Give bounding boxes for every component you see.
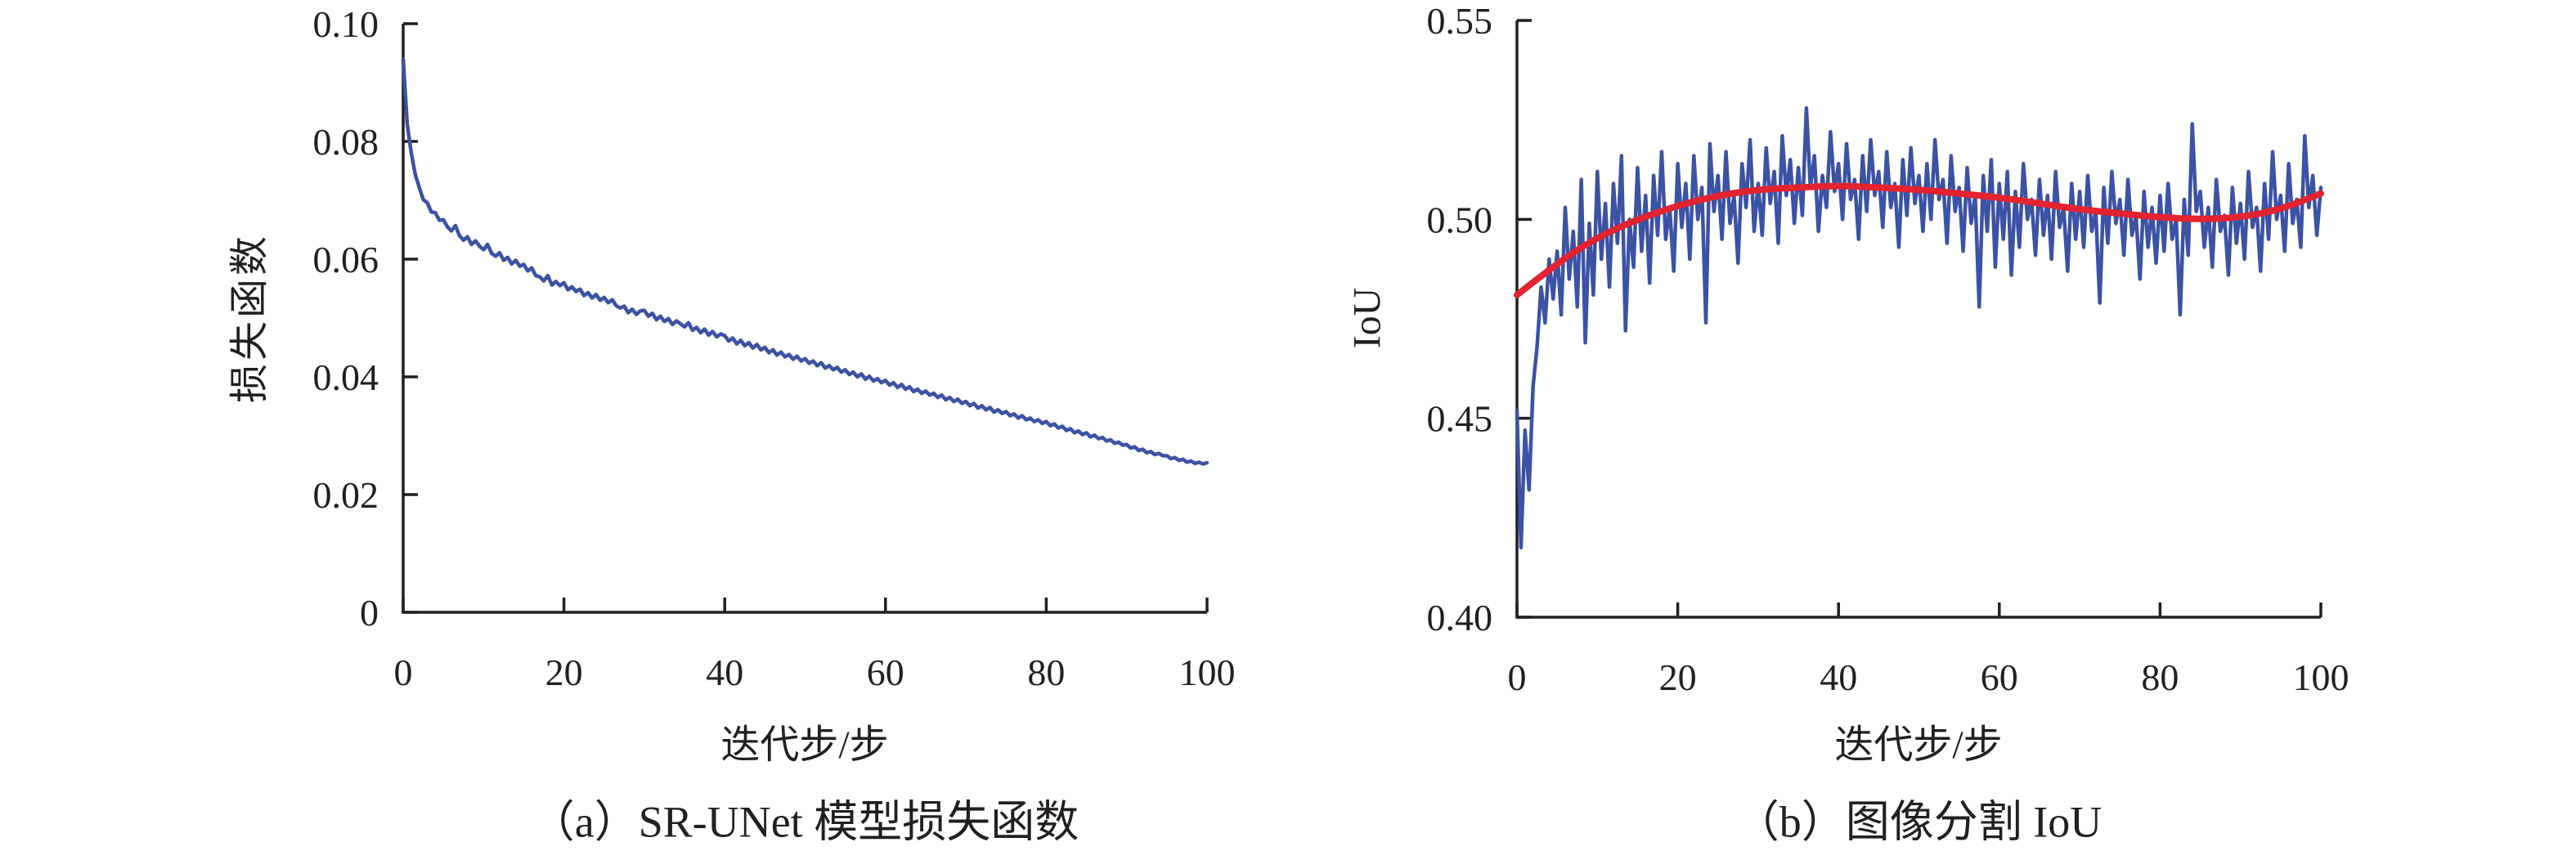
- axis-spines: [1515, 20, 2321, 619]
- y-tick-label: 0.45: [1427, 398, 1493, 440]
- y-tick-label: 0.55: [1427, 0, 1493, 42]
- iou-x-axis-title: 迭代步/步: [1834, 723, 2003, 767]
- axis-spines: [402, 24, 1207, 614]
- y-tick-label: 0.08: [313, 121, 379, 163]
- y-tick-label: 0.50: [1427, 199, 1493, 240]
- x-tick-label: 40: [706, 652, 743, 693]
- iou-chart-caption: （b）图像分割 IoU: [1735, 797, 2103, 847]
- loss-chart-caption: （a）SR-UNet 模型损失函数: [530, 797, 1079, 847]
- x-tick-label: 80: [1027, 652, 1065, 693]
- x-tick-label: 60: [1981, 656, 2018, 698]
- loss-line: [401, 56, 1209, 466]
- x-tick-label: 100: [1179, 652, 1236, 693]
- y-tick-label: 0.40: [1427, 597, 1493, 638]
- y-tick-label: 0.06: [313, 239, 379, 280]
- loss-y-axis-title: 损失函数: [228, 232, 272, 404]
- iou-chart: 0.40 0.45 0.50 0.55 0 20 40 60 80 100: [1427, 0, 2349, 698]
- y-tick-label: 0.04: [313, 356, 379, 398]
- iou-y-axis-title: IoU: [1345, 287, 1389, 349]
- x-tick-label: 0: [394, 652, 413, 693]
- y-tick-label: 0: [360, 592, 379, 634]
- x-tick-label: 20: [1659, 656, 1697, 698]
- loss-chart: 0 0.02 0.04 0.06 0.08 0.10 0 20 40 60 80 100: [313, 3, 1236, 693]
- x-tick-label: 40: [1820, 656, 1857, 698]
- x-tick-label: 80: [2141, 656, 2179, 698]
- y-tick-label: 0.02: [313, 474, 379, 516]
- x-tick-label: 100: [2293, 656, 2349, 698]
- iou-line: [1515, 105, 2323, 550]
- x-tick-label: 60: [867, 652, 904, 693]
- x-tick-label: 20: [545, 652, 583, 693]
- trend-line: [1514, 182, 2324, 298]
- loss-x-axis-title: 迭代步/步: [720, 723, 889, 767]
- x-tick-label: 0: [1508, 656, 1527, 698]
- y-tick-label: 0.10: [313, 3, 379, 45]
